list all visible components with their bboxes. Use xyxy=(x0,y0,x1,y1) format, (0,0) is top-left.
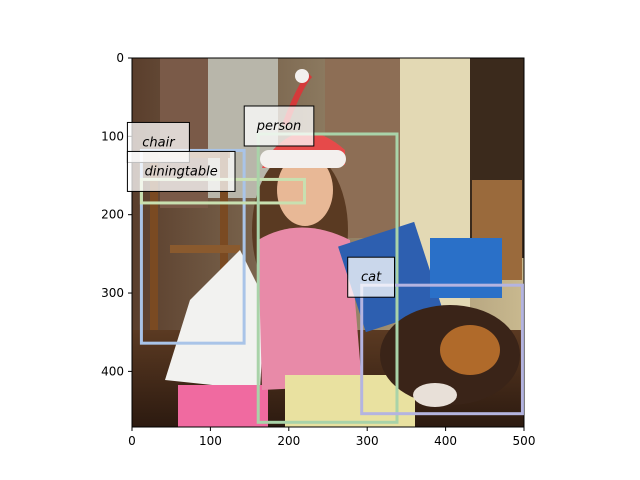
label-text-diningtable: diningtable xyxy=(145,164,218,179)
detection-labels: chair diningtable person cat xyxy=(126,105,396,298)
label-text-chair: chair xyxy=(142,135,176,150)
axis-ticks: 0 100 200 300 400 500 0 100 200 300 400 xyxy=(101,51,535,448)
detection-boxes xyxy=(139,132,524,424)
bbox-chair xyxy=(139,148,246,345)
y-tick-label: 200 xyxy=(101,208,124,222)
x-tick-label: 300 xyxy=(356,434,379,448)
blue-gift xyxy=(430,238,502,298)
label-box-diningtable xyxy=(126,150,236,192)
label-box-cat xyxy=(347,256,396,298)
y-tick-label: 300 xyxy=(101,286,124,300)
y-tick-label: 100 xyxy=(101,129,124,143)
label-text-cat: cat xyxy=(361,270,382,285)
photo xyxy=(132,58,524,427)
label-diningtable: diningtable xyxy=(126,150,236,192)
x-tick-label: 500 xyxy=(513,434,536,448)
bbox-person xyxy=(256,132,399,424)
gift-bag xyxy=(178,385,268,427)
y-tick-label: 400 xyxy=(101,364,124,378)
label-cat: cat xyxy=(347,256,396,298)
x-tick-label: 0 xyxy=(128,434,136,448)
x-tick-label: 100 xyxy=(199,434,222,448)
label-person: person xyxy=(243,105,315,147)
label-text-person: person xyxy=(256,119,302,134)
bbox-cat xyxy=(360,283,524,416)
x-tick-label: 200 xyxy=(277,434,300,448)
y-tick-label: 0 xyxy=(116,51,124,65)
tissue-paper xyxy=(165,250,265,390)
label-box-person xyxy=(243,105,315,147)
x-tick-label: 400 xyxy=(434,434,457,448)
axes-frame xyxy=(131,57,525,428)
